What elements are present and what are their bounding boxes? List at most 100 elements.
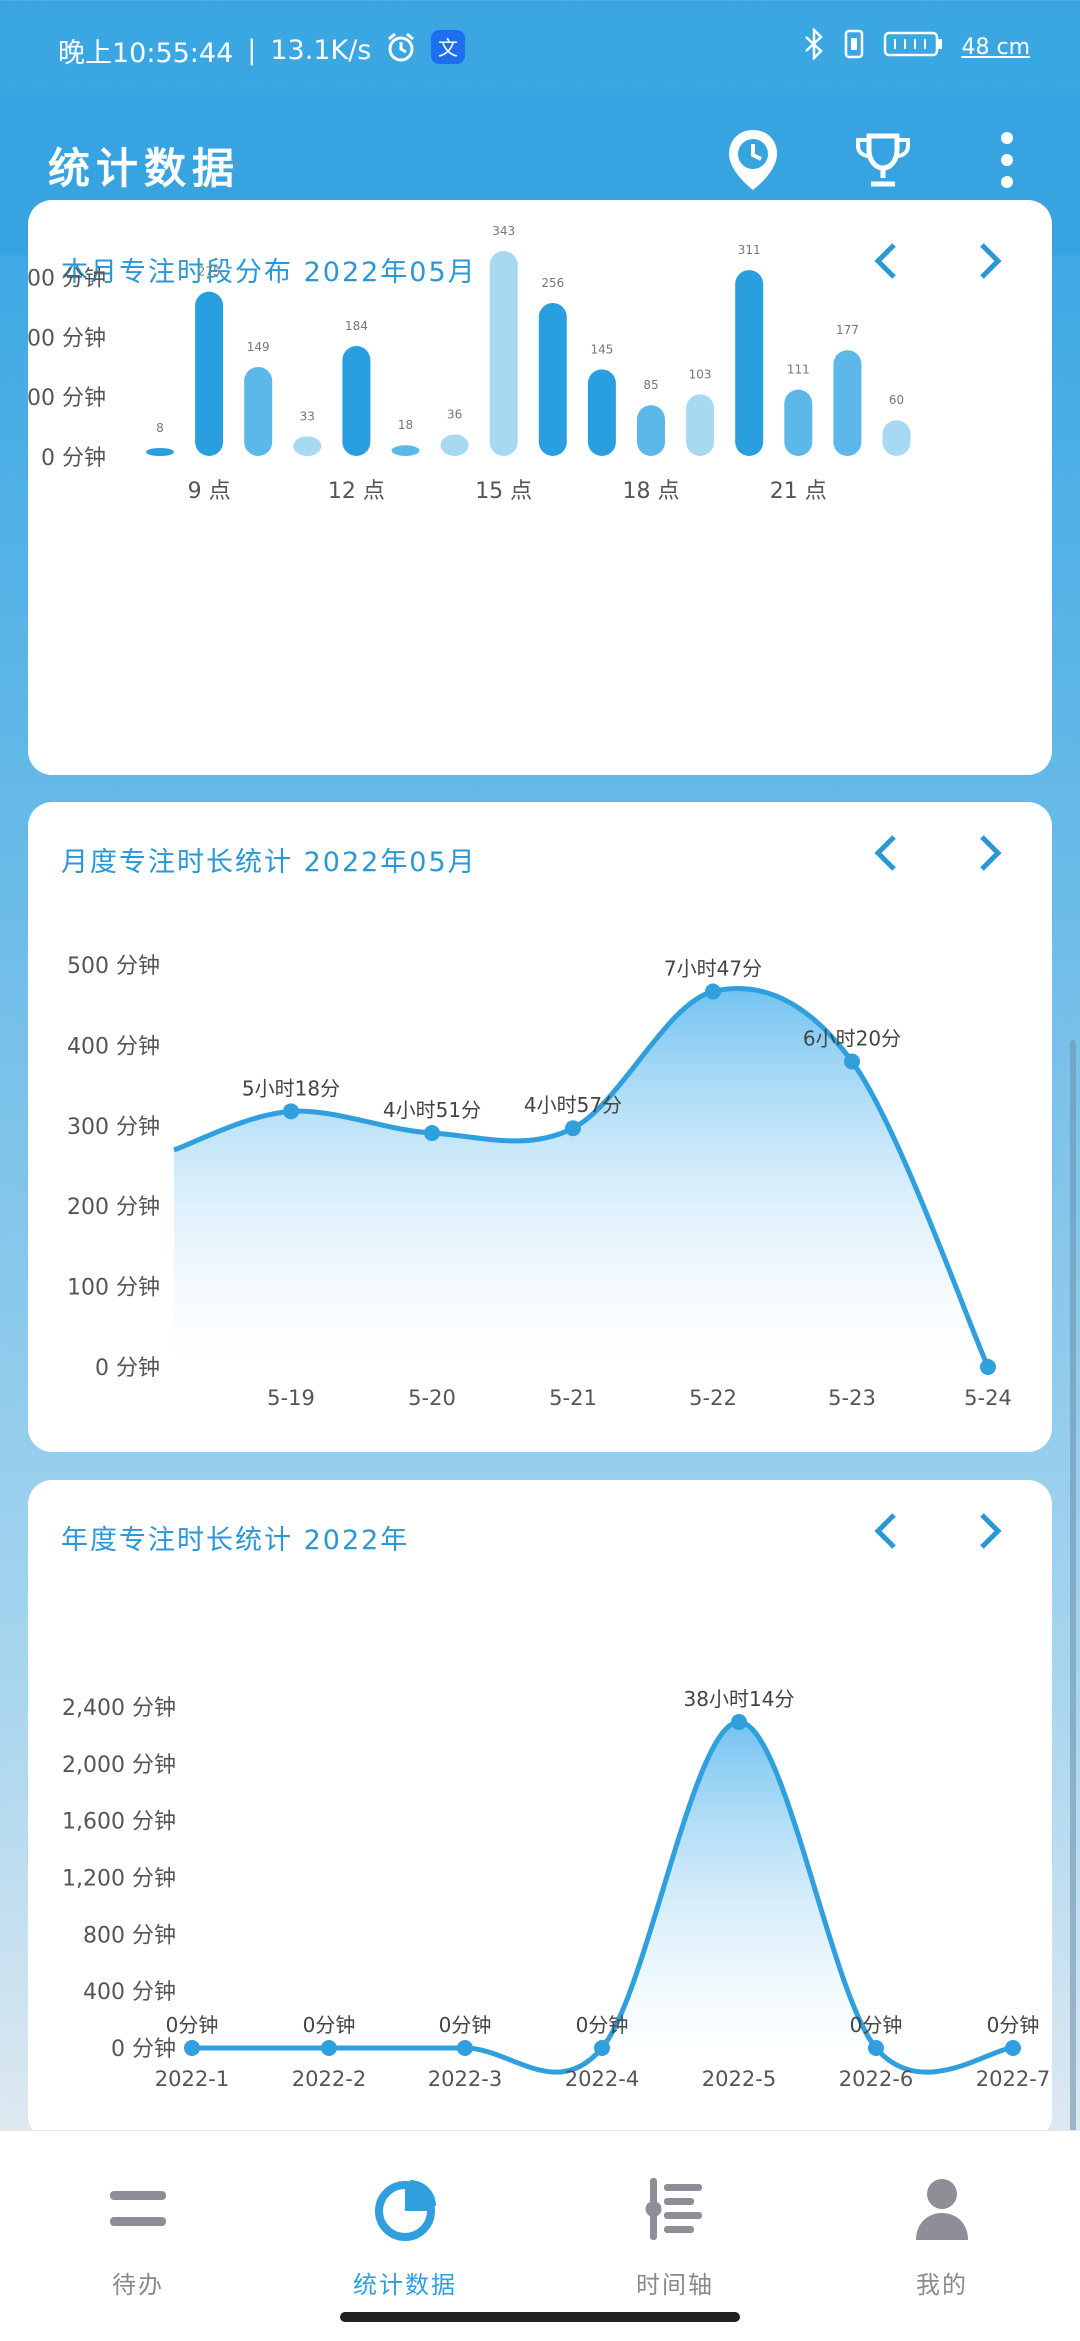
bar-value-label: 149	[247, 340, 270, 354]
x-tick-label: 2022-4	[565, 2067, 639, 2091]
y-tick-label: 200 分钟	[28, 326, 106, 351]
bar-value-label: 177	[836, 323, 859, 337]
data-point	[594, 2040, 610, 2056]
area-fill	[174, 988, 988, 1367]
bar-value-label: 33	[300, 409, 315, 423]
bottom-navigation: 待办 统计数据 时间轴 我的	[0, 2130, 1080, 2341]
person-icon	[916, 2179, 968, 2240]
y-tick-label: 800 分钟	[83, 1923, 176, 1948]
data-point-label: 4小时57分	[524, 1093, 622, 1117]
scrollbar[interactable]	[1070, 1040, 1076, 2160]
bluetooth-icon	[803, 26, 825, 66]
todo-list-icon	[110, 2191, 166, 2226]
bar-value-label: 85	[643, 378, 658, 392]
history-pin-icon	[729, 130, 777, 190]
data-point-label: 0分钟	[576, 2013, 629, 2037]
status-bar: 晚上10:55:44 | 13.1K/s 文 48 cm	[0, 0, 1080, 95]
bar-value-label: 8	[156, 421, 164, 435]
yearly-stats-card: 年度专注时长统计 2022年 0 分钟 400 分钟 800 分钟 1,200 分钟 1…	[28, 1480, 1052, 2140]
x-tick-label: 5-21	[549, 1386, 597, 1410]
chevron-left-icon	[874, 1513, 896, 1549]
bar	[538, 302, 567, 456]
bar	[391, 445, 420, 456]
nav-label: 我的	[916, 2271, 968, 2299]
history-pin-button[interactable]	[718, 125, 788, 195]
next-month-button[interactable]	[966, 828, 1016, 878]
bar-value-label: 103	[689, 367, 712, 381]
x-tick-label: 9 点	[188, 479, 231, 504]
data-point-label: 7小时47分	[664, 957, 762, 981]
x-tick-label: 2022-2	[292, 2067, 366, 2091]
data-point-label: 6小时20分	[803, 1026, 901, 1050]
nav-tab-todo[interactable]: 待办	[38, 2171, 238, 2300]
x-tick-label: 2022-5	[702, 2067, 776, 2091]
chevron-right-icon	[980, 835, 1002, 871]
timeline-icon	[645, 2178, 702, 2240]
status-time: 晚上10:55:44	[58, 38, 234, 69]
translate-app-icon: 文	[431, 30, 466, 71]
svg-text:文: 文	[438, 36, 458, 60]
yearly-area-chart: 0 分钟 400 分钟 800 分钟 1,200 分钟 1,600 分钟 2,000 分钟…	[62, 1687, 1050, 2091]
bar-value-label: 60	[889, 393, 904, 407]
data-point-label: 4小时51分	[383, 1098, 481, 1122]
home-indicator	[340, 2312, 740, 2322]
next-year-button[interactable]	[966, 1506, 1016, 1556]
page-title: 统计数据	[48, 144, 241, 193]
next-month-button[interactable]	[966, 236, 1016, 286]
x-tick-label: 12 点	[328, 479, 385, 504]
bar-value-label: 111	[787, 363, 810, 377]
y-tick-label: 2,000 分钟	[62, 1753, 176, 1778]
x-tick-label: 2022-3	[428, 2067, 502, 2091]
data-point	[705, 983, 721, 1000]
y-tick-label: 0 分钟	[111, 2037, 176, 2062]
series-line	[173, 986, 991, 1369]
bar-value-label: 343	[492, 224, 515, 238]
bar	[784, 389, 813, 456]
prev-month-button[interactable]	[860, 828, 910, 878]
prev-month-button[interactable]	[860, 236, 910, 286]
y-tick-label: 400 分钟	[67, 1034, 160, 1059]
data-point	[565, 1120, 581, 1137]
data-point	[1005, 2040, 1021, 2056]
card-title: 月度专注时长统计 2022年05月	[61, 847, 477, 878]
y-tick-label: 200 分钟	[67, 1195, 160, 1220]
data-point-label: 0分钟	[303, 2013, 356, 2037]
data-point-label: 0分钟	[850, 2013, 903, 2037]
card-title: 本月专注时段分布 2022年05月	[61, 257, 477, 288]
data-point	[980, 1359, 996, 1375]
prev-year-button[interactable]	[860, 1506, 910, 1556]
trophy-icon	[856, 133, 910, 187]
x-tick-label: 15 点	[475, 479, 532, 504]
nav-tab-profile[interactable]: 我的	[842, 2171, 1042, 2300]
y-tick-label: 100 分钟	[28, 386, 106, 411]
bar-value-label: 275	[198, 265, 221, 279]
y-tick-label: 100 分钟	[67, 1276, 160, 1301]
trophy-button[interactable]	[848, 125, 918, 195]
bar	[489, 250, 518, 456]
bar	[735, 270, 764, 456]
bar	[882, 420, 911, 456]
bar	[146, 448, 174, 456]
more-options-button[interactable]	[972, 125, 1042, 195]
data-point	[283, 1103, 299, 1120]
y-tick-label: 1,600 分钟	[62, 1810, 176, 1835]
bar	[244, 366, 273, 456]
battery-icon	[883, 29, 943, 65]
data-point	[731, 1714, 747, 1731]
data-point-label: 38小时14分	[684, 1687, 795, 1711]
pie-chart-icon	[375, 2180, 436, 2241]
bar	[195, 291, 224, 456]
bar	[440, 434, 469, 456]
bar	[587, 369, 616, 456]
chevron-left-icon	[874, 835, 896, 871]
y-tick-label: 400 分钟	[83, 1980, 176, 2005]
nav-tab-statistics[interactable]: 统计数据	[305, 2171, 505, 2300]
bar	[833, 350, 862, 456]
x-tick-label: 18 点	[623, 479, 680, 504]
nav-tab-timeline[interactable]: 时间轴	[575, 2171, 775, 2300]
y-tick-label: 2,400 分钟	[62, 1696, 176, 1721]
data-point	[868, 2040, 884, 2056]
x-tick-label: 5-23	[828, 1386, 876, 1410]
x-tick-label: 2022-7	[976, 2067, 1050, 2091]
network-speed: 13.1K/s	[270, 35, 372, 66]
